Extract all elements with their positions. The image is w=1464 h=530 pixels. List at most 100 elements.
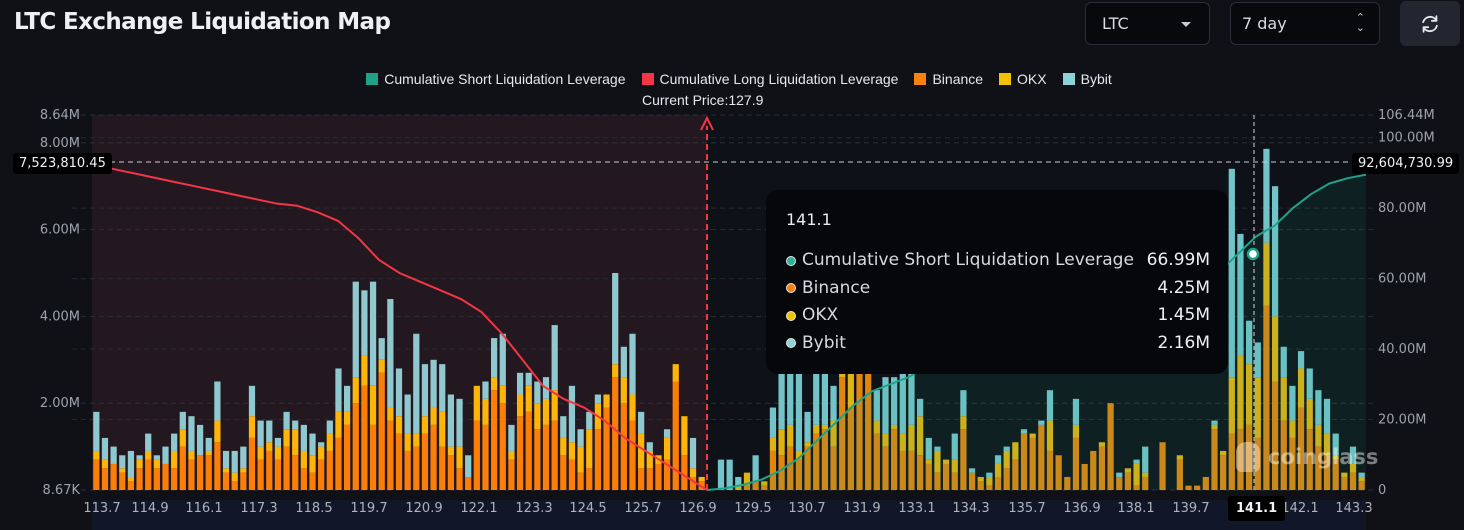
bar-binance[interactable] [421,433,429,490]
bar-binance[interactable] [214,442,221,490]
bar-bybit[interactable] [882,377,889,434]
bar-okx[interactable] [447,446,455,456]
bar-binance[interactable] [551,420,558,490]
bar-binance[interactable] [960,429,967,490]
bar-binance[interactable] [865,346,872,490]
bar-binance[interactable] [171,468,178,490]
bar-bybit[interactable] [1246,320,1253,365]
bar-okx[interactable] [421,416,429,434]
bar-bybit[interactable] [1323,398,1331,434]
legend-item-cumulative-long-liquidation-leverage[interactable]: Cumulative Long Liquidation Leverage [641,71,898,87]
bar-bybit[interactable] [465,455,472,477]
bar-binance[interactable] [352,403,359,490]
bar-bybit[interactable] [1038,420,1045,425]
bar-bybit[interactable] [257,420,264,447]
bar-bybit[interactable] [1254,342,1261,378]
bar-binance[interactable] [813,433,820,490]
bar-bybit[interactable] [309,433,316,456]
bar-binance[interactable] [205,455,212,490]
bar-bybit[interactable] [925,437,932,460]
bar-binance[interactable] [994,476,1002,490]
bar-binance[interactable] [1072,437,1080,490]
bar-okx[interactable] [977,476,984,482]
bar-okx[interactable] [1072,424,1080,438]
bar-binance[interactable] [110,463,117,490]
bar-bybit[interactable] [248,385,256,417]
bar-okx[interactable] [813,424,820,434]
bar-okx[interactable] [482,398,489,425]
bar-binance[interactable] [542,424,550,490]
bar-binance[interactable] [1081,463,1088,490]
bar-okx[interactable] [847,372,854,408]
bar-binance[interactable] [629,420,636,490]
bar-okx[interactable] [456,446,463,469]
bar-okx[interactable] [830,420,837,447]
bar-binance[interactable] [830,446,837,490]
bar-okx[interactable] [603,394,610,408]
bar-binance[interactable] [882,446,889,490]
bar-bybit[interactable] [318,442,325,447]
bar-okx[interactable] [404,433,411,451]
bar-bybit[interactable] [482,381,489,399]
bar-binance[interactable] [145,459,152,490]
bar-binance[interactable] [689,476,697,490]
bar-bybit[interactable] [516,372,524,395]
bar-bybit[interactable] [1072,398,1080,425]
bar-bybit[interactable] [343,385,351,412]
bar-okx[interactable] [248,416,256,438]
bar-bybit[interactable] [1046,390,1054,421]
bar-okx[interactable] [266,442,273,451]
bar-okx[interactable] [951,459,958,473]
bar-binance[interactable] [787,446,794,490]
bar-okx[interactable] [1211,424,1218,430]
bar-binance[interactable] [795,459,803,490]
bar-bybit[interactable] [1211,420,1218,425]
bar-okx[interactable] [934,450,941,473]
bar-bybit[interactable] [283,411,290,430]
bar-okx[interactable] [205,450,212,456]
legend-item-bybit[interactable]: Bybit [1062,71,1112,87]
coin-select[interactable]: LTC [1085,2,1210,45]
bar-binance[interactable] [465,476,472,490]
bar-okx[interactable] [300,450,307,469]
bar-binance[interactable] [369,424,377,490]
bar-bybit[interactable] [1116,472,1123,477]
bar-binance[interactable] [560,455,567,490]
bar-okx[interactable] [994,463,1002,477]
bar-binance[interactable] [1332,459,1339,490]
bar-okx[interactable] [430,407,437,425]
bar-binance[interactable] [162,463,169,490]
bar-okx[interactable] [119,468,126,473]
bar-bybit[interactable] [387,299,394,408]
bar-okx[interactable] [1098,442,1106,447]
bar-okx[interactable] [586,429,593,469]
bar-bybit[interactable] [439,364,446,412]
bar-okx[interactable] [439,411,446,447]
bar-bybit[interactable] [1003,446,1010,451]
bar-bybit[interactable] [726,459,733,490]
bar-bybit[interactable] [335,368,342,412]
bar-okx[interactable] [1306,398,1313,430]
bar-bybit[interactable] [1297,351,1305,369]
bar-bybit[interactable] [369,281,377,386]
bar-okx[interactable] [560,437,567,456]
bar-binance[interactable] [300,468,307,490]
bar-bybit[interactable] [689,437,697,469]
bar-okx[interactable] [689,468,697,477]
bar-binance[interactable] [361,385,368,490]
bar-okx[interactable] [499,385,506,404]
bar-okx[interactable] [1315,424,1322,447]
bar-bybit[interactable] [534,381,541,404]
bar-okx[interactable] [1323,433,1331,456]
bar-bybit[interactable] [292,420,299,430]
bar-binance[interactable] [873,433,880,490]
bar-okx[interactable] [908,424,915,451]
bar-bybit[interactable] [594,394,602,404]
bar-okx[interactable] [93,450,100,460]
bar-okx[interactable] [1142,472,1149,477]
bar-okx[interactable] [960,416,967,430]
bar-bybit[interactable] [551,325,558,391]
bar-binance[interactable] [663,459,671,490]
bar-bybit[interactable] [1228,168,1235,378]
bar-binance[interactable] [534,429,541,490]
